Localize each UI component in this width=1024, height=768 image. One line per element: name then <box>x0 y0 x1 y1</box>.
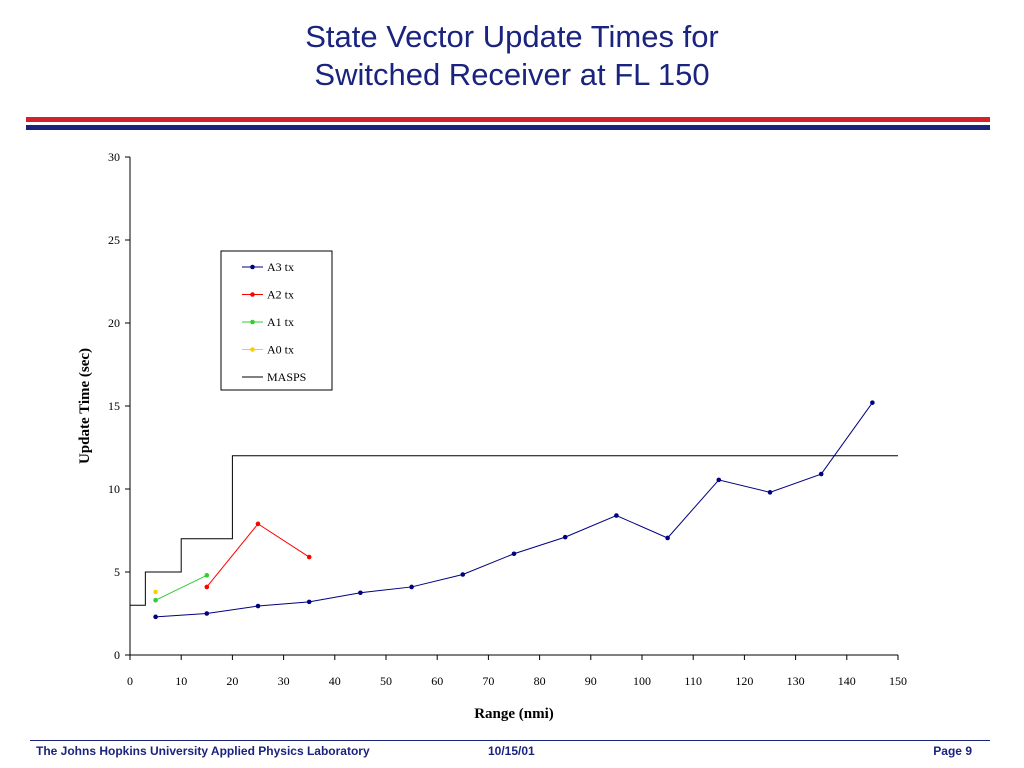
x-tick-label: 80 <box>534 674 546 688</box>
footer-organization: The Johns Hopkins University Applied Phy… <box>36 744 370 758</box>
data-point-a3-tx <box>153 614 158 620</box>
y-tick-label: 20 <box>108 316 120 330</box>
data-point-a0-tx <box>153 589 158 595</box>
legend-swatch-dot <box>250 292 255 297</box>
data-point-a3-tx <box>614 513 619 518</box>
x-tick-label: 90 <box>585 674 597 688</box>
series-line-masps <box>130 455 898 606</box>
data-point-a3-tx <box>665 535 670 541</box>
slide-title-line2: Switched Receiver at FL 150 <box>314 57 710 92</box>
x-tick-label: 30 <box>278 674 290 688</box>
legend-entry-label: A1 tx <box>267 315 294 329</box>
data-point-a3-tx <box>716 477 722 483</box>
data-point-a2-tx <box>306 554 312 560</box>
data-point-a3-tx <box>870 400 875 405</box>
slide-title: State Vector Update Times for Switched R… <box>0 18 1024 94</box>
legend-entry-label: A3 tx <box>267 260 294 274</box>
update-time-chart: 0 5 10 15 20 25 30 0 10 20 30 40 50 60 70 80 90 100 110 120… <box>77 150 907 722</box>
x-tick-label: 40 <box>329 674 341 688</box>
legend-swatch-dot <box>250 264 255 270</box>
series-line-a1-tx <box>155 574 208 601</box>
data-point-a2-tx <box>204 584 210 590</box>
footer-page-number: Page 9 <box>933 744 972 758</box>
data-point-a2-tx <box>255 521 261 527</box>
x-tick-label: 130 <box>787 674 805 688</box>
series-line-a3-tx <box>155 402 873 618</box>
footer-rule <box>30 740 990 741</box>
y-tick-label: 5 <box>114 565 120 579</box>
legend-swatch-dot <box>250 347 255 352</box>
x-axis-title: Range (nmi) <box>474 706 554 722</box>
x-tick-label: 20 <box>226 674 238 688</box>
x-tick-label: 120 <box>735 674 753 688</box>
x-tick-label: 50 <box>380 674 392 688</box>
data-point-a3-tx <box>358 590 363 596</box>
y-tick-label: 10 <box>108 482 120 496</box>
x-tick-label: 150 <box>889 674 907 688</box>
legend-entry-label: A0 tx <box>267 343 294 357</box>
data-point-a3-tx <box>460 572 466 577</box>
y-tick-label: 25 <box>108 233 120 247</box>
legend-entry-label: A2 tx <box>267 288 294 302</box>
data-point-a3-tx <box>409 584 414 590</box>
y-axis-title: Update Time (sec) <box>77 348 93 464</box>
data-point-a1-tx <box>153 597 158 603</box>
data-point-a3-tx <box>255 603 261 609</box>
series-line-a2-tx <box>206 523 310 588</box>
data-point-a3-tx <box>767 490 773 495</box>
legend-box <box>220 250 333 391</box>
x-tick-label: 0 <box>127 674 133 688</box>
data-point-a3-tx <box>818 471 824 477</box>
header-rule-navy <box>26 125 990 130</box>
y-tick-label: 30 <box>108 150 120 164</box>
data-point-a3-tx <box>306 599 312 605</box>
x-tick-label: 60 <box>431 674 443 688</box>
legend-swatch-dot <box>250 319 255 325</box>
data-point-a1-tx <box>204 573 210 578</box>
x-tick-label: 110 <box>684 674 702 688</box>
x-tick-label: 100 <box>633 674 651 688</box>
y-tick-label: 0 <box>114 648 120 662</box>
y-tick-label: 15 <box>108 399 120 413</box>
slide-title-line1: State Vector Update Times for <box>305 19 719 54</box>
data-point-a3-tx <box>511 551 517 557</box>
x-tick-label: 140 <box>838 674 856 688</box>
x-tick-label: 70 <box>482 674 494 688</box>
data-point-a3-tx <box>204 611 210 616</box>
header-rule-red <box>26 117 990 122</box>
footer-date: 10/15/01 <box>488 744 535 758</box>
legend-entry-label: MASPS <box>267 370 306 384</box>
data-point-a3-tx <box>562 534 568 540</box>
x-tick-label: 10 <box>175 674 187 688</box>
